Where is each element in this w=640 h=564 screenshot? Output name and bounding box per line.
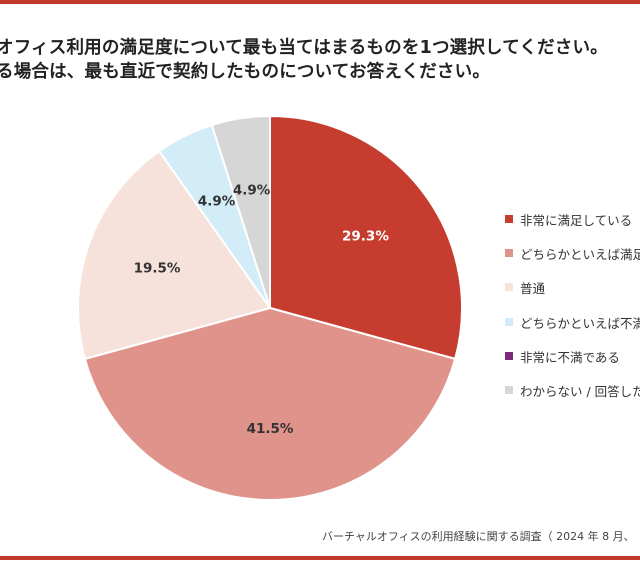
data-label-slice-1: 29.3% xyxy=(342,228,389,244)
legend-label: どちらかといえば満足 xyxy=(520,247,640,263)
legend-swatch xyxy=(505,215,513,223)
legend-swatch xyxy=(505,283,513,292)
legend-label: 普通 xyxy=(520,281,546,297)
top-accent-rule xyxy=(0,0,640,4)
data-label-slice-6: 4.9% xyxy=(233,182,271,198)
legend-swatch xyxy=(505,351,513,360)
data-label-slice-2: 41.5% xyxy=(247,421,294,437)
data-label-slice-3: 19.5% xyxy=(134,261,181,277)
legend-swatch xyxy=(505,385,513,394)
legend-swatch xyxy=(505,249,513,258)
legend-label: わからない / 回答した xyxy=(520,383,640,399)
data-label-slice-4: 4.9% xyxy=(198,194,236,210)
source-note: バーチャルオフィスの利用経験に関する調査（ 2024 年 8 月、 xyxy=(322,530,635,543)
pie-slice-2 xyxy=(83,306,457,501)
bottom-accent-rule xyxy=(0,556,640,560)
chart-title-line-2: る場合は、最も直近で契約したものについてお答えください。 xyxy=(0,62,491,82)
legend-label: 非常に不満である xyxy=(520,349,620,365)
pie-slice-6 xyxy=(210,114,271,309)
pie-slice-3 xyxy=(77,149,272,361)
legend-label: どちらかといえば不満 xyxy=(520,315,640,331)
pie-slice-1 xyxy=(269,114,463,361)
legend-swatch xyxy=(505,317,513,326)
chart-title-line-1: オフィス利用の満足度について最も当てはまるものを1つ選択してください。 xyxy=(0,38,608,58)
legend-label: 非常に満足している xyxy=(520,213,633,228)
